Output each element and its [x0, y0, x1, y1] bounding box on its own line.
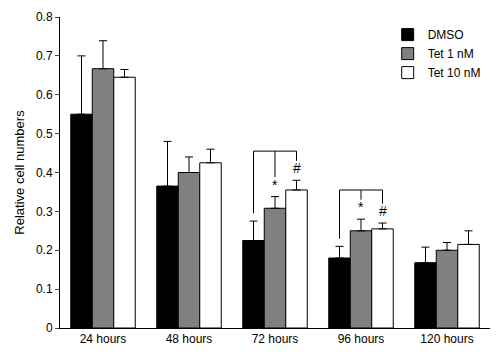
svg-text:#: # [379, 203, 387, 219]
svg-text:Tet 10 nM: Tet 10 nM [428, 66, 481, 80]
svg-text:0.1: 0.1 [36, 282, 53, 296]
svg-text:Relative cell numbers: Relative cell numbers [12, 110, 27, 235]
svg-text:0.4: 0.4 [36, 166, 53, 180]
svg-text:*: * [272, 177, 278, 193]
svg-text:Tet 1 nM: Tet 1 nM [428, 47, 474, 61]
svg-text:0.5: 0.5 [36, 127, 53, 141]
svg-text:0: 0 [46, 321, 53, 335]
svg-text:120 hours: 120 hours [420, 332, 473, 346]
svg-text:96 hours: 96 hours [338, 332, 385, 346]
svg-text:DMSO: DMSO [428, 28, 464, 42]
svg-text:24 hours: 24 hours [80, 332, 127, 346]
svg-text:0.6: 0.6 [36, 88, 53, 102]
svg-text:0.8: 0.8 [36, 10, 53, 24]
svg-text:72 hours: 72 hours [252, 332, 299, 346]
svg-text:*: * [358, 199, 364, 215]
svg-text:0.3: 0.3 [36, 205, 53, 219]
svg-text:48 hours: 48 hours [166, 332, 213, 346]
svg-text:0.2: 0.2 [36, 243, 53, 257]
svg-text:#: # [293, 160, 301, 176]
svg-text:0.7: 0.7 [36, 49, 53, 63]
